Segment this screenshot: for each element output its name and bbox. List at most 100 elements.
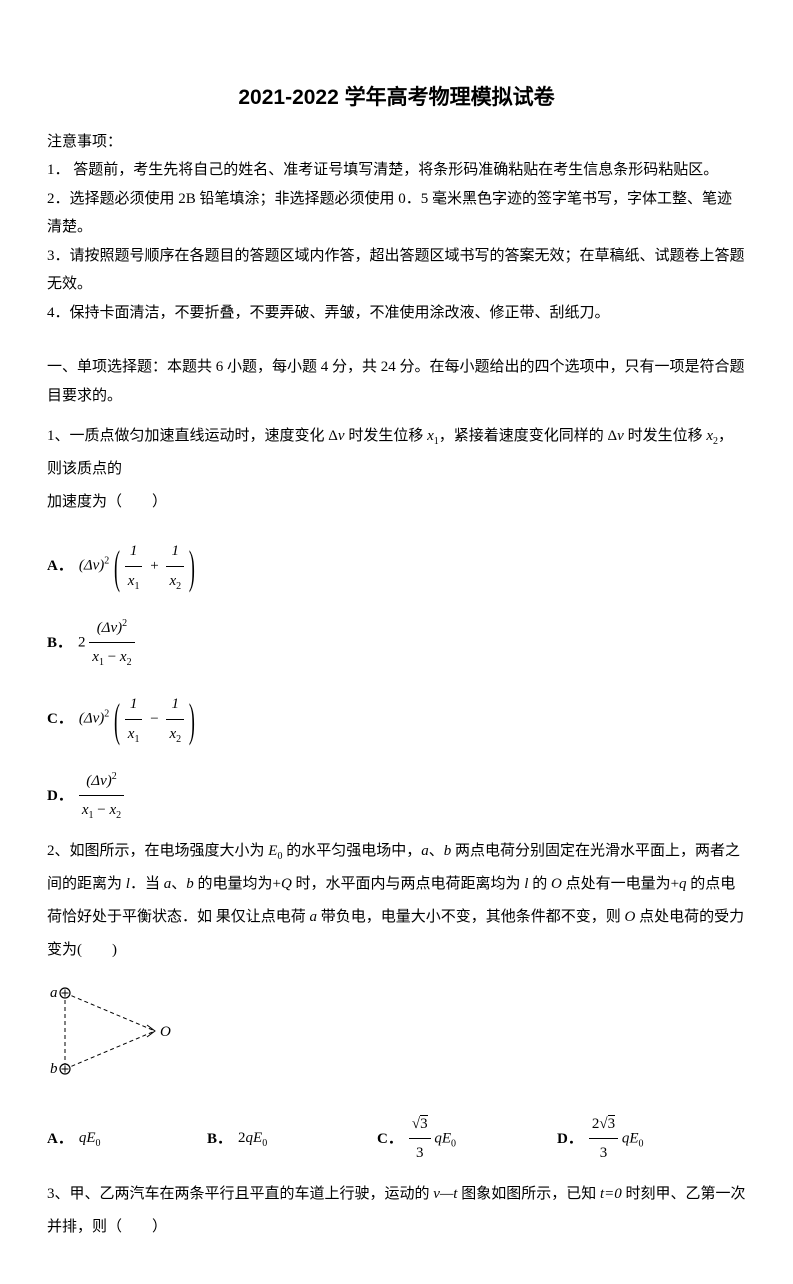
q1-b-expr: 2 (Δv)2 x1 − x2 [78, 614, 135, 673]
q2-b: 的水平匀强电场中， [282, 843, 421, 859]
q1-c-sq: 2 [104, 709, 109, 720]
q1-a-plus: + [146, 558, 162, 574]
q2-c-den: 3 [409, 1139, 431, 1168]
notice-item-4: 4．保持卡面清洁，不要折叠，不要弄破、弄皱，不准使用涂改液、修正带、刮纸刀。 [47, 299, 746, 328]
notice-item-3: 3．请按照题号顺序在各题目的答题区域内作答，超出答题区域书写的答案无效；在草稿纸… [47, 242, 746, 299]
q1-c-f1ds: 1 [134, 734, 139, 745]
triangle-diagram-icon: a b O [47, 981, 177, 1081]
section1-head: 一、单项选择题：本题共 6 小题，每小题 4 分，共 24 分。在每小题给出的四… [47, 353, 746, 410]
q3-dash: — [440, 1186, 453, 1202]
q2-g: 的电量均为+ [194, 876, 281, 892]
q1-b-dv: (Δv) [97, 620, 122, 636]
q2-m: 带负电，电量大小不变，其他条件都不变，则 [317, 909, 625, 925]
q1-b-label: B． [47, 629, 72, 658]
q2-b-s: 0 [262, 1138, 267, 1149]
notice-block: 注意事项： 1． 答题前，考生先将自己的姓名、准考证号填写清楚，将条形码准确粘贴… [47, 128, 746, 328]
q2-stem: 2、如图所示，在电场强度大小为 E0 的水平匀强电场中，a、b 两点电荷分别固定… [47, 835, 746, 967]
q1-d-sq: 2 [112, 771, 117, 782]
q1-x1-x: x [427, 428, 434, 444]
q1-option-d: D． (Δv)2 x1 − x2 [47, 767, 746, 826]
q2-diagram: a b O [47, 981, 746, 1092]
diagram-label-b: b [50, 1061, 58, 1077]
q2-d-label: D． [557, 1125, 583, 1154]
q2-d-s: 0 [639, 1138, 644, 1149]
q2-option-c: C． √3 3 qE0 [377, 1110, 557, 1168]
q1-b-minus: − [108, 649, 116, 665]
q1-d-x1: x [82, 802, 89, 818]
q1-b-x1: x [92, 649, 99, 665]
q2-Q: Q [281, 876, 292, 892]
q1-text-a: 1、一质点做匀加速直线运动时，速度变化 Δ [47, 428, 338, 444]
q1-option-a: A． (Δv)2 ( 1x1 + 1x2 ) [47, 537, 746, 596]
q1-x1: x1 [427, 428, 439, 444]
q1-c-expr: (Δv)2 ( 1x1 − 1x2 ) [79, 690, 196, 749]
q1-a-label: A． [47, 552, 73, 581]
q1-text-c: ，紧接着速度变化同样的 Δ [439, 428, 617, 444]
q2-h: 时，水平面内与两点电荷距离均为 [292, 876, 525, 892]
q2-option-a: A． qE0 [47, 1124, 207, 1153]
q1-text-f: 加速度为（ ） [47, 486, 746, 519]
q1-dv-2: v [617, 428, 624, 444]
q2-a-qE: qE [79, 1130, 96, 1146]
diagram-label-a: a [50, 985, 58, 1001]
q2-option-d: D． 2√3 3 qE0 [557, 1110, 644, 1168]
q2-c-s: 0 [451, 1138, 456, 1149]
q2-options: A． qE0 B． 2qE0 C． √3 3 qE0 D． 2√3 3 qE0 [47, 1110, 746, 1168]
q1-option-b: B． 2 (Δv)2 x1 − x2 [47, 614, 746, 673]
q1-b-s1: 1 [99, 657, 104, 668]
q1-d-s1: 1 [89, 810, 94, 821]
page-title: 2021-2022 学年高考物理模拟试卷 [47, 78, 746, 118]
q1-a-f1ds: 1 [134, 581, 139, 592]
q1-c-f2ds: 2 [176, 734, 181, 745]
q2-b2: b [186, 876, 194, 892]
q2-d-num: 3 [608, 1115, 616, 1132]
q2-a-label: A． [47, 1125, 73, 1154]
notice-item-2: 2．选择题必须使用 2B 铅笔填涂；非选择题必须使用 0．5 毫米黑色字迹的签字… [47, 185, 746, 242]
q2-f: 、 [171, 876, 186, 892]
q1-text-b: 时发生位移 [345, 428, 428, 444]
q2-b-2: 2 [238, 1130, 246, 1146]
q2-a-s: 0 [96, 1138, 101, 1149]
q2-a-sym: a [421, 843, 429, 859]
q1-b-sq: 2 [122, 618, 127, 629]
q1-d-s2: 2 [116, 810, 121, 821]
q2-c-num: 3 [420, 1115, 428, 1132]
q1-d-minus: − [97, 802, 105, 818]
q1-c-f2n: 1 [166, 690, 184, 720]
q2-option-b: B． 2qE0 [207, 1124, 377, 1153]
q2-a3: a [310, 909, 318, 925]
q2-i: 的 [528, 876, 551, 892]
q3-stem: 3、甲、乙两汽车在两条平行且平直的车道上行驶，运动的 v—t 图象如图所示，已知… [47, 1178, 746, 1244]
q2-d-qE: qE [622, 1130, 639, 1146]
q1-stem: 1、一质点做匀加速直线运动时，速度变化 Δ v 时发生位移 x1，紧接着速度变化同… [47, 420, 746, 519]
q1-text-d: 时发生位移 [624, 428, 707, 444]
q1-a-f2n: 1 [166, 537, 184, 567]
q3-a: 3、甲、乙两汽车在两条平行且平直的车道上行驶，运动的 [47, 1186, 433, 1202]
q2-j: 点处有一电量为+ [562, 876, 679, 892]
q1-c-minus: − [146, 711, 162, 727]
q2-d-den: 3 [589, 1139, 618, 1168]
q2-c: 、 [429, 843, 444, 859]
q2-E0: E0 [268, 843, 282, 859]
q1-d-dv: (Δv) [86, 773, 111, 789]
q1-a-dv: (Δv) [79, 558, 104, 574]
q1-x2: x2 [706, 428, 718, 444]
q2-a: 2、如图所示，在电场强度大小为 [47, 843, 268, 859]
q1-a-f2ds: 2 [176, 581, 181, 592]
q1-b-two: 2 [78, 635, 86, 651]
q2-c-label: C． [377, 1125, 403, 1154]
q2-q: q [679, 876, 687, 892]
q2-c-qE: qE [434, 1130, 451, 1146]
q2-O2: O [625, 909, 636, 925]
q1-option-c: C． (Δv)2 ( 1x1 − 1x2 ) [47, 690, 746, 749]
notice-item-1: 1． 答题前，考生先将自己的姓名、准考证号填写清楚，将条形码准确粘贴在考生信息条… [47, 156, 746, 185]
q1-d-label: D． [47, 782, 73, 811]
q2-O1: O [551, 876, 562, 892]
q1-d-expr: (Δv)2 x1 − x2 [79, 767, 124, 826]
q2-l: 果仅让点电荷 [216, 909, 310, 925]
q2-b-qE: qE [246, 1130, 263, 1146]
q1-b-x2: x [120, 649, 127, 665]
diagram-label-o: O [160, 1024, 171, 1040]
q1-c-f1n: 1 [125, 690, 143, 720]
q2-e: ．当 [130, 876, 164, 892]
